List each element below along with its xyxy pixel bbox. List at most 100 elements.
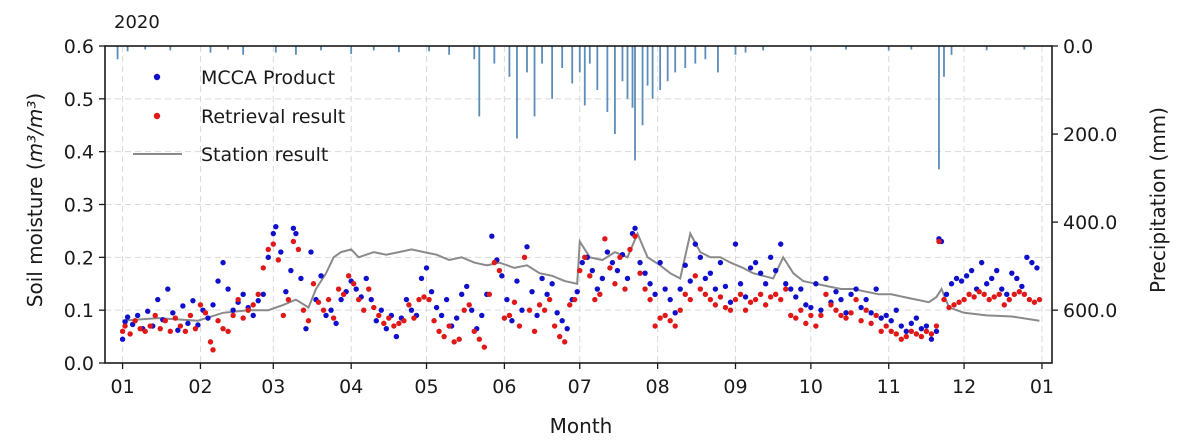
retrieval-point bbox=[496, 267, 503, 274]
retrieval-point bbox=[702, 291, 709, 298]
mcca-point bbox=[747, 265, 754, 271]
mcca-point bbox=[677, 286, 683, 292]
retrieval-point bbox=[823, 291, 829, 298]
mcca-point bbox=[240, 291, 246, 298]
mcca-point bbox=[903, 328, 910, 334]
x-tick-label: 04 bbox=[339, 376, 363, 398]
retrieval-point bbox=[813, 323, 819, 329]
mcca-point bbox=[1009, 270, 1015, 276]
mcca-point bbox=[303, 325, 309, 332]
mcca-point bbox=[642, 270, 648, 276]
precip-bar bbox=[242, 46, 245, 55]
precip-bar bbox=[526, 46, 528, 73]
precip-bar bbox=[910, 46, 913, 50]
y-right-tick-label: 400.0 bbox=[1063, 212, 1117, 234]
retrieval-point bbox=[617, 254, 623, 261]
retrieval-point bbox=[441, 333, 447, 340]
precip-bar bbox=[588, 46, 591, 64]
retrieval-point bbox=[137, 325, 143, 332]
retrieval-point bbox=[466, 302, 472, 308]
mcca-point bbox=[549, 281, 555, 287]
mcca-point bbox=[783, 281, 789, 287]
retrieval-point bbox=[381, 320, 387, 327]
mcca-point bbox=[637, 259, 643, 266]
retrieval-point bbox=[697, 286, 704, 292]
mcca-point bbox=[717, 259, 724, 266]
mcca-point bbox=[353, 286, 359, 292]
mcca-point bbox=[883, 312, 889, 319]
mcca-point bbox=[574, 288, 580, 295]
retrieval-point bbox=[501, 315, 508, 321]
retrieval-point bbox=[913, 331, 920, 337]
y-left-axis-ticks: 0.0 0.1 0.2 0.3 0.4 0.5 0.6 bbox=[64, 36, 105, 375]
retrieval-point bbox=[300, 307, 307, 313]
retrieval-point bbox=[132, 318, 138, 324]
retrieval-point bbox=[122, 323, 128, 329]
mcca-point bbox=[190, 297, 196, 304]
precip-bar bbox=[938, 46, 940, 170]
mcca-point bbox=[589, 267, 596, 274]
retrieval-point bbox=[833, 307, 839, 313]
mcca-point bbox=[119, 336, 126, 342]
retrieval-point bbox=[270, 241, 276, 247]
mcca-point bbox=[393, 333, 400, 340]
mcca-point bbox=[918, 325, 925, 332]
precip-bar bbox=[448, 46, 451, 55]
retrieval-point bbox=[587, 273, 593, 279]
retrieval-point bbox=[366, 286, 372, 292]
retrieval-point bbox=[225, 328, 231, 334]
retrieval-point bbox=[883, 323, 889, 329]
mcca-point bbox=[778, 241, 784, 247]
retrieval-point bbox=[147, 323, 153, 329]
mcca-point bbox=[544, 291, 550, 298]
mcca-point bbox=[707, 270, 714, 276]
retrieval-point bbox=[928, 331, 935, 337]
retrieval-point bbox=[577, 267, 583, 274]
precip-bar bbox=[641, 46, 644, 126]
retrieval-point bbox=[391, 323, 397, 329]
precip-bar bbox=[583, 46, 586, 106]
mcca-point bbox=[438, 312, 445, 319]
retrieval-point bbox=[250, 302, 256, 308]
precip-bar bbox=[646, 46, 649, 86]
retrieval-point bbox=[778, 296, 784, 303]
retrieval-point bbox=[187, 312, 194, 319]
mcca-point bbox=[983, 281, 990, 287]
retrieval-point bbox=[1036, 296, 1043, 303]
retrieval-point bbox=[707, 296, 714, 303]
mcca-point bbox=[732, 241, 739, 247]
retrieval-point bbox=[197, 302, 204, 308]
retrieval-point bbox=[167, 328, 174, 334]
mcca-point bbox=[579, 259, 585, 266]
year-label: 2020 bbox=[114, 12, 160, 33]
legend-retrieval-marker bbox=[153, 112, 161, 120]
retrieval-point bbox=[556, 333, 563, 340]
mcca-point bbox=[323, 312, 329, 319]
retrieval-point bbox=[416, 296, 422, 303]
retrieval-points bbox=[119, 233, 1043, 353]
x-tick-label: 12 bbox=[952, 376, 976, 398]
retrieval-point bbox=[737, 291, 744, 298]
retrieval-point bbox=[848, 310, 854, 316]
precip-bar bbox=[950, 46, 953, 55]
precip-bar bbox=[943, 46, 945, 77]
retrieval-point bbox=[376, 312, 382, 319]
x-tick-label: 01 bbox=[110, 376, 134, 398]
retrieval-point bbox=[572, 296, 578, 303]
precip-bar bbox=[887, 46, 890, 51]
x-tick-label: 03 bbox=[261, 376, 285, 398]
retrieval-point bbox=[762, 302, 769, 308]
retrieval-point bbox=[918, 333, 925, 340]
mcca-point bbox=[928, 336, 935, 342]
precip-bar bbox=[116, 46, 119, 60]
precip-bar bbox=[209, 46, 212, 53]
retrieval-point bbox=[546, 296, 553, 303]
x-tick-label: 11 bbox=[877, 376, 901, 398]
retrieval-point bbox=[401, 318, 407, 324]
retrieval-point bbox=[521, 254, 528, 261]
retrieval-point bbox=[411, 315, 417, 321]
retrieval-point bbox=[280, 312, 287, 319]
mcca-point bbox=[418, 275, 425, 282]
mcca-point bbox=[624, 275, 631, 282]
retrieval-point bbox=[878, 328, 884, 334]
